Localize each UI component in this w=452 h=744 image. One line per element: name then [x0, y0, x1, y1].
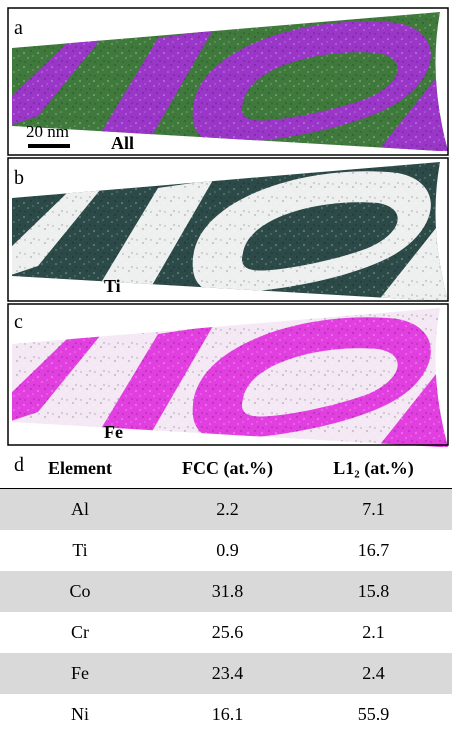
header-cell: Element [48, 457, 112, 478]
table-cell: 15.8 [357, 581, 390, 601]
panel-letter: c [14, 311, 23, 333]
table-row: Cr 25.6 2.1 [0, 612, 452, 653]
table-cell: 0.9 [216, 540, 239, 560]
header-cell: FCC (at.%) [182, 457, 273, 478]
table-cell: 2.4 [362, 663, 385, 683]
panel-a: a 20 nm All [7, 7, 449, 156]
table-row: Ni 16.1 55.9 [0, 694, 452, 735]
element-label: All [111, 133, 134, 153]
table-cell: 25.6 [211, 622, 244, 642]
header-cell: L1₂ (at.%) [333, 457, 414, 478]
panel-letter: a [14, 17, 23, 39]
table-cell: 23.4 [211, 663, 244, 683]
table-row: Co 31.8 15.8 [0, 571, 452, 612]
table-row: Ti 0.9 16.7 [0, 530, 452, 571]
table-cell: Cr [71, 622, 89, 642]
table: d Element FCC (at.%) L1₂ (at.%) Al 2.2 7.1… [0, 448, 452, 735]
element-label: Ti [104, 276, 121, 296]
table-cell: 16.1 [211, 704, 244, 724]
table-cell: Ti [72, 540, 88, 560]
table-row: Al 2.2 7.1 [0, 489, 452, 530]
panel-b: b Ti [7, 157, 449, 302]
element-label: Fe [104, 422, 123, 442]
table-cell: Co [69, 581, 91, 601]
table-cell: 7.1 [362, 499, 385, 519]
panel-c: c Fe [7, 303, 449, 447]
table-cell: 55.9 [357, 704, 390, 724]
table-cell: Ni [71, 704, 89, 724]
table-cell: 2.2 [216, 499, 239, 519]
scale-label: 20 nm [26, 122, 69, 141]
maps: a 20 nm All b Ti c Fe [7, 7, 449, 447]
table-cell: 31.8 [211, 581, 244, 601]
panel-letter: d [14, 454, 24, 476]
table-cell: Fe [71, 663, 89, 683]
table-row: Fe 23.4 2.4 [0, 653, 452, 694]
table-cell: Al [71, 499, 89, 519]
table-cell: 2.1 [362, 622, 385, 642]
table-cell: 16.7 [357, 540, 390, 560]
panel-letter: b [14, 167, 24, 189]
table-header: Element FCC (at.%) L1₂ (at.%) [0, 448, 452, 489]
